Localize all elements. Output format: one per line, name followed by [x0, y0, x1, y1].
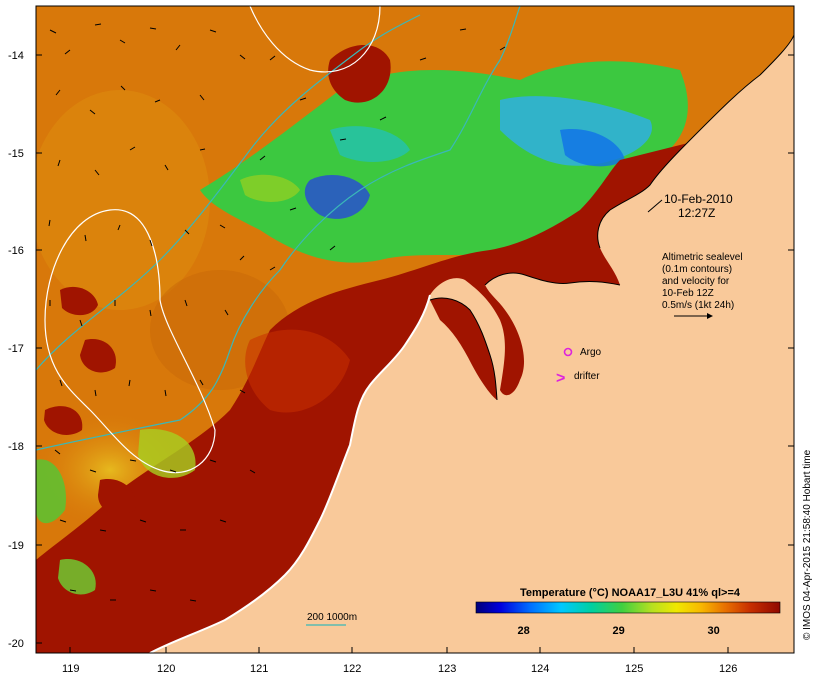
credit-text: © IMOS 04-Apr-2015 21:58:40 Hobart time — [802, 449, 813, 640]
drifter-icon: > — [556, 370, 565, 387]
date-label: 10-Feb-2010 — [664, 192, 733, 206]
x-axis: 119 120 121 122 123 124 125 126 — [62, 663, 737, 675]
altimetry-note-line: (0.1m contours) — [662, 264, 732, 275]
temperature-colorbar: Temperature (°C) NOAA17_L3U 41% ql>=4 28… — [475, 587, 781, 637]
y-tick-label: -14 — [8, 50, 24, 62]
colorbar-tick-label: 29 — [613, 625, 625, 637]
sealevel-contour-eddy — [44, 209, 216, 474]
y-axis: -14 -15 -16 -17 -18 -19 -20 — [8, 50, 24, 650]
altimetry-note: Altimetric sealevel (0.1m contours) and … — [662, 252, 743, 319]
altimetry-note-line: 10-Feb 12Z — [662, 288, 714, 299]
x-tick-label: 122 — [343, 663, 361, 675]
colorbar-tick-label: 30 — [708, 625, 720, 637]
plot-area — [36, 6, 794, 653]
altimetry-note-line: Altimetric sealevel — [662, 252, 743, 263]
x-tick-label: 121 — [250, 663, 268, 675]
frame-ticks — [36, 54, 794, 653]
depth-contour-line — [36, 6, 521, 451]
coastline — [149, 294, 431, 653]
x-tick-label: 123 — [438, 663, 456, 675]
x-tick-label: 119 — [62, 663, 80, 675]
argo-icon — [563, 347, 573, 357]
drifter-label: drifter — [574, 371, 600, 382]
depth-contour-label: 200 1000m — [307, 612, 357, 623]
y-tick-label: -15 — [8, 148, 24, 160]
colorbar-title: Temperature (°C) NOAA17_L3U 41% ql>=4 — [520, 587, 741, 599]
x-tick-label: 126 — [719, 663, 737, 675]
velocity-vectors — [48, 23, 506, 602]
x-tick-label: 125 — [625, 663, 643, 675]
y-tick-label: -18 — [8, 441, 24, 453]
argo-label: Argo — [580, 347, 602, 358]
x-tick-label: 124 — [531, 663, 549, 675]
x-tick-label: 120 — [157, 663, 175, 675]
platform-legend: Argo > drifter — [556, 347, 602, 387]
time-label: 12:27Z — [678, 206, 715, 220]
y-tick-label: -19 — [8, 540, 24, 552]
altimetry-note-line: and velocity for — [662, 276, 730, 287]
depth-contour-key: 200 1000m — [306, 612, 357, 626]
colorbar-gradient — [476, 602, 780, 613]
y-tick-label: -17 — [8, 343, 24, 355]
date-annotation: 10-Feb-2010 12:27Z — [647, 192, 733, 220]
plot-frame — [35, 5, 795, 654]
y-tick-label: -16 — [8, 245, 24, 257]
y-tick-label: -20 — [8, 638, 24, 650]
colorbar-tick-label: 28 — [518, 625, 530, 637]
altimetry-note-line: 0.5m/s (1kt 24h) — [662, 300, 734, 311]
sealevel-contour — [249, 6, 381, 73]
